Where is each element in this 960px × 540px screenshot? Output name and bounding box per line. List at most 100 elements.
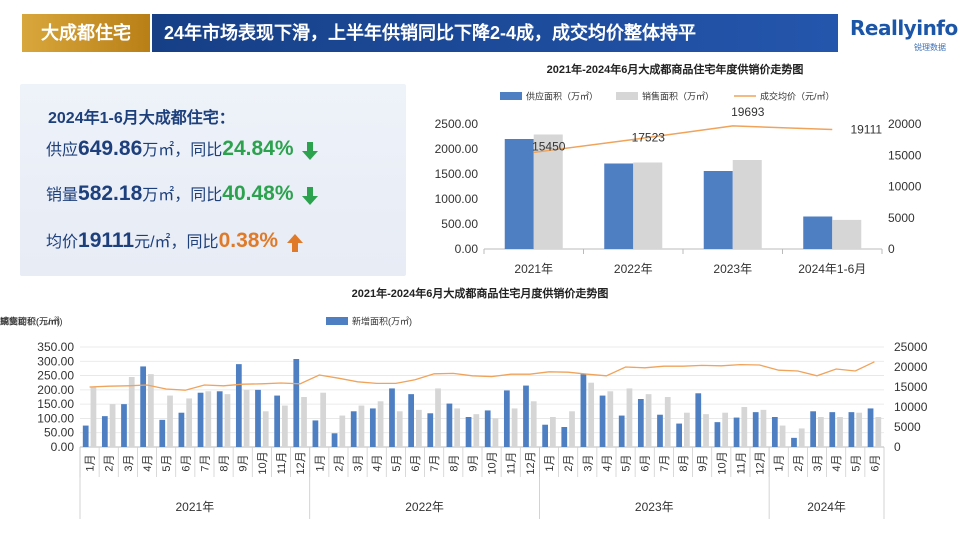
x-group-label: 2021年 <box>176 500 215 514</box>
x-tick-label: 10月 <box>716 451 728 474</box>
price-data-label: 19693 <box>731 105 765 119</box>
x-tick-label: 4月 <box>142 454 154 471</box>
supply-value: 649.86 <box>78 137 143 160</box>
x-tick-label: 2月 <box>104 454 116 471</box>
x-tick-label: 12月 <box>525 451 537 474</box>
x-tick-label: 1月 <box>544 454 556 471</box>
x-tick-label: 12月 <box>755 451 767 474</box>
legend-label: 成交均价（元/㎡） <box>760 91 835 102</box>
supply-bar <box>484 410 491 447</box>
sales-bar <box>377 401 384 447</box>
section-badge: 大成都住宅 <box>22 14 150 52</box>
supply-bar <box>101 416 108 447</box>
supply-bar <box>197 392 204 447</box>
price-pct: 0.38% <box>218 229 279 252</box>
x-group-label: 2023年 <box>635 500 674 514</box>
supply-bar <box>331 433 338 447</box>
supply-bar <box>274 395 280 447</box>
x-tick-label: 5月 <box>161 454 173 471</box>
price-data-label: 15450 <box>532 139 566 153</box>
legend-label: 供应面积（万㎡） <box>526 91 598 102</box>
sales-bar <box>358 405 365 447</box>
x-group-label: 2024年 <box>807 500 846 514</box>
logo-wordmark: Reallyinfo <box>850 16 958 40</box>
sales-bar <box>167 395 173 447</box>
supply-bar <box>504 139 534 249</box>
y2-tick-label: 15000 <box>888 148 922 162</box>
supply-bar <box>408 394 414 447</box>
summary-price: 均价19111元/㎡，同比0.38% <box>46 228 303 253</box>
y2-tick-label: 15000 <box>894 380 928 394</box>
x-tick-label: 2024年1-6月 <box>798 262 866 276</box>
arrow-up-icon <box>286 233 303 252</box>
supply-unit: 万㎡，同比 <box>142 142 223 159</box>
supply-bar <box>676 423 682 447</box>
x-tick-label: 7月 <box>429 454 441 471</box>
y-tick-label: 150.00 <box>37 397 74 411</box>
sales-bar <box>511 408 518 447</box>
sales-bar <box>435 388 441 447</box>
legend-label: 成交均价(元/㎡) <box>0 316 63 327</box>
sales-bar <box>760 409 767 447</box>
supply-bar <box>829 412 836 447</box>
price-value: 19111 <box>78 229 135 252</box>
monthly-chart-title: 2021年-2024年6月大成都商品住宅月度供销价走势图 <box>352 286 609 300</box>
supply-bar <box>561 427 568 447</box>
y2-tick-label: 25000 <box>894 340 928 354</box>
sales-bar <box>243 389 250 447</box>
x-tick-label: 6月 <box>640 454 652 471</box>
sales-bar <box>396 411 403 447</box>
annual-chart-title: 2021年-2024年6月大成都商品住宅年度供销价走势图 <box>547 62 804 76</box>
x-tick-label: 5月 <box>391 454 403 471</box>
x-tick-label: 3月 <box>353 454 365 471</box>
supply-bar <box>312 420 319 447</box>
supply-bar <box>771 417 778 447</box>
sales-bar <box>684 412 690 447</box>
sales-bar <box>722 412 729 447</box>
supply-bar <box>714 422 721 447</box>
x-tick-label: 4月 <box>831 454 843 471</box>
legend-swatch <box>326 317 348 325</box>
sales-bar <box>320 392 327 447</box>
supply-bar <box>140 366 146 447</box>
arrow-down-icon <box>301 141 318 160</box>
y2-tick-label: 10000 <box>888 180 922 194</box>
x-tick-label: 11月 <box>735 452 747 474</box>
x-tick-label: 8月 <box>219 454 231 471</box>
sales-bar <box>588 382 595 447</box>
supply-bar <box>465 417 472 447</box>
supply-bar <box>637 399 644 447</box>
x-tick-label: 9月 <box>467 454 479 471</box>
x-tick-label: 3月 <box>123 454 135 471</box>
legend-label: 新增面积(万㎡) <box>352 316 412 327</box>
x-tick-label: 2月 <box>563 454 575 471</box>
supply-bar <box>446 403 453 447</box>
supply-bar <box>82 425 89 447</box>
logo-subtitle: 锐理数据 <box>914 43 946 52</box>
sales-bar <box>533 134 563 249</box>
y-tick-label: 50.00 <box>44 426 74 440</box>
supply-bar <box>657 414 663 447</box>
sales-bar <box>732 160 762 249</box>
supply-bar <box>695 393 702 447</box>
x-tick-label: 6月 <box>410 454 422 471</box>
y-tick-label: 300.00 <box>37 354 74 368</box>
supply-bar <box>791 437 797 447</box>
y2-tick-label: 10000 <box>894 400 928 414</box>
y2-tick-label: 0 <box>888 242 895 256</box>
supply-pct: 24.84% <box>222 137 294 160</box>
monthly-plot: 0.0050.00100.00150.00200.00250.00300.003… <box>37 340 928 519</box>
x-tick-label: 2022年 <box>614 262 653 276</box>
supply-bar <box>733 417 740 447</box>
legend-label: 销售面积(万㎡) <box>0 316 60 327</box>
sales-bar <box>492 418 499 447</box>
sales-bar <box>205 391 212 447</box>
sales-bar <box>798 428 805 447</box>
sales-bar <box>530 401 537 447</box>
annual-plot: 0.00 500.00 1000.00 1500.00 2000.00 2500.00 0 5… <box>435 105 922 276</box>
supply-bar <box>178 412 185 447</box>
supply-bar <box>810 411 816 447</box>
sales-bar <box>473 414 480 447</box>
supply-bar <box>604 163 634 249</box>
